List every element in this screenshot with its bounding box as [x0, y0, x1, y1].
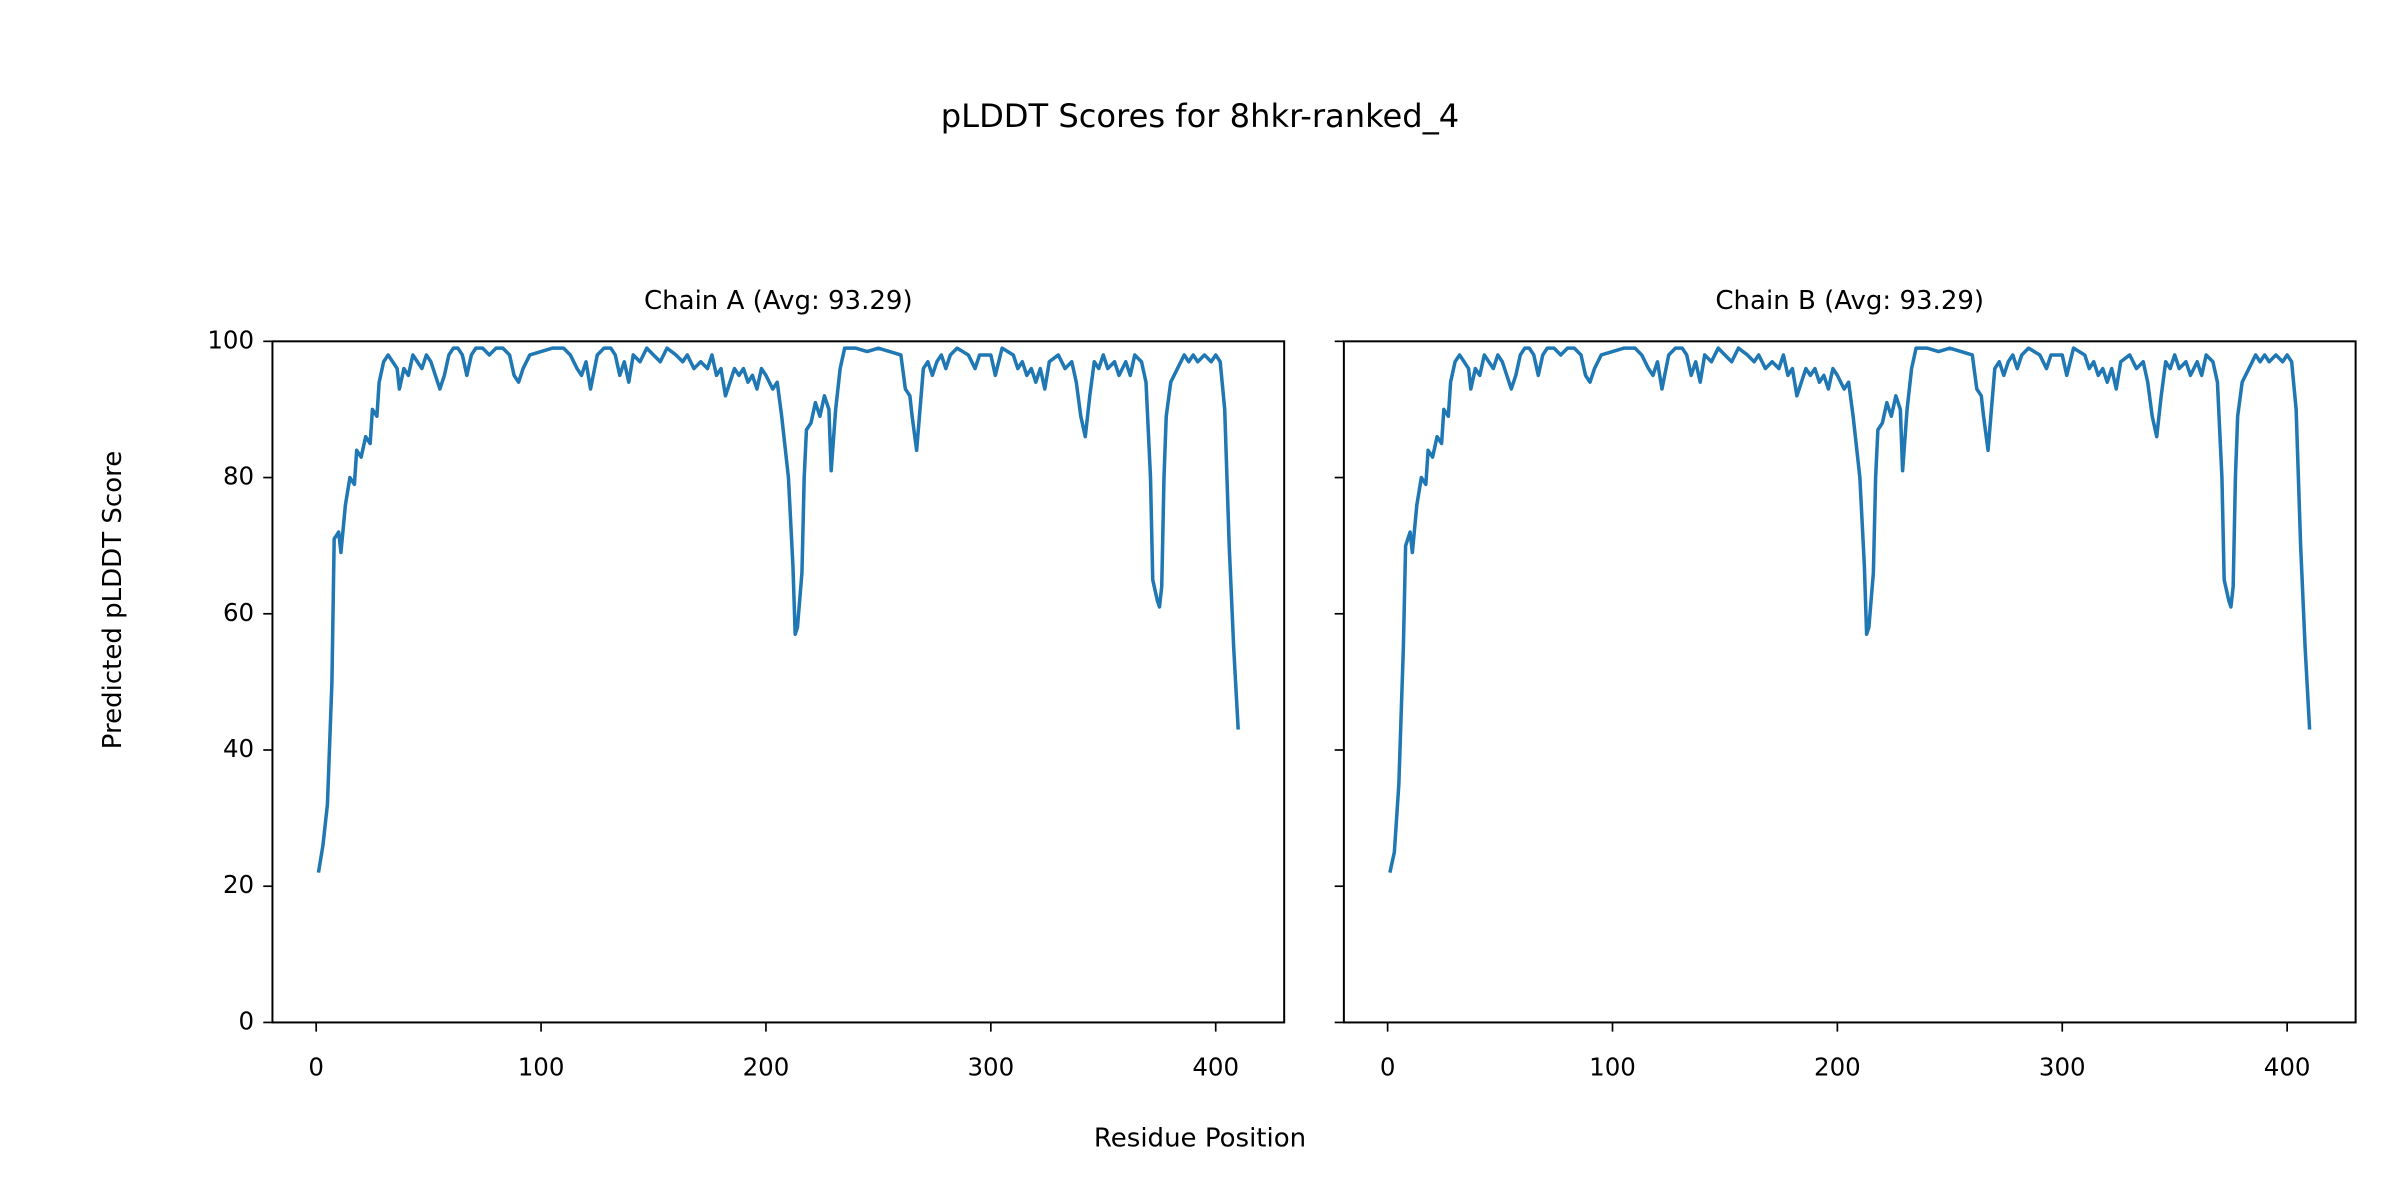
x-tick-label: 0: [308, 1052, 324, 1081]
plot-frame: [271, 340, 1286, 1024]
x-tick-label: 300: [967, 1052, 1014, 1081]
x-tick-label: 400: [2264, 1052, 2311, 1081]
y-axis-label: Predicted pLDDT Score: [98, 451, 128, 750]
subplot-title: Chain B (Avg: 93.29): [1715, 286, 1984, 316]
data-line: [316, 346, 1240, 873]
y-tick-label: 80: [223, 462, 254, 491]
y-tick-label: 0: [239, 1006, 255, 1035]
x-axis-label: Residue Position: [1094, 1123, 1306, 1153]
x-tick-label: 300: [2039, 1052, 2086, 1081]
y-tick-label: 40: [223, 734, 254, 763]
y-tick-label: 60: [223, 598, 254, 627]
figure-title: pLDDT Scores for 8hkr-ranked_4: [941, 97, 1459, 135]
x-tick-label: 0: [1380, 1052, 1396, 1081]
y-tick-label: 20: [223, 870, 254, 899]
x-tick-label: 100: [518, 1052, 565, 1081]
subplot-title: Chain A (Avg: 93.29): [644, 286, 913, 316]
x-tick-label: 200: [1814, 1052, 1861, 1081]
x-tick-label: 200: [743, 1052, 790, 1081]
y-tick-label: 100: [207, 325, 254, 354]
x-tick-label: 400: [1192, 1052, 1239, 1081]
plot-frame: [1342, 340, 2357, 1024]
data-line: [1388, 346, 2312, 873]
x-tick-label: 100: [1589, 1052, 1636, 1081]
